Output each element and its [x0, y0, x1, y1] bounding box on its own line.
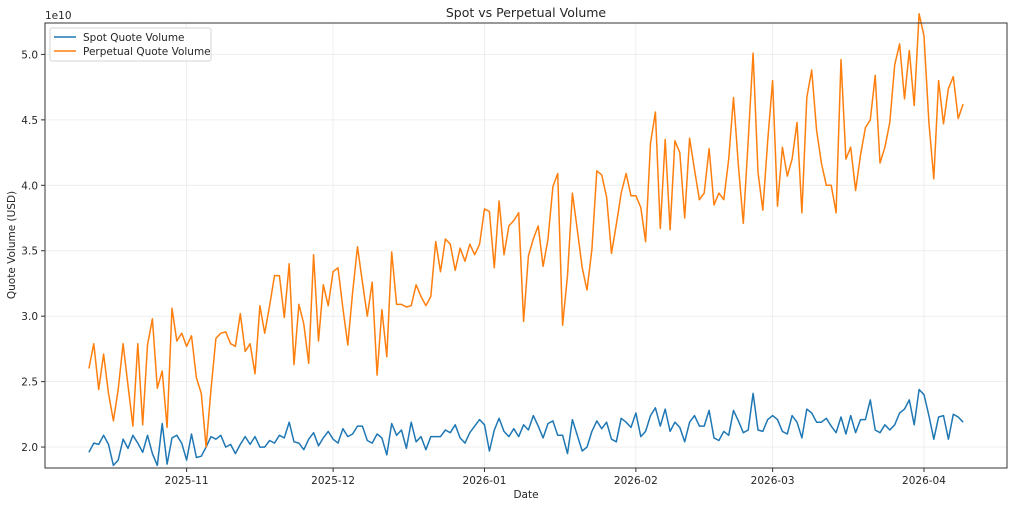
chart-title: Spot vs Perpetual Volume	[446, 5, 607, 20]
x-tick-label: 2026-01	[463, 475, 507, 487]
y-tick-label: 4.5	[21, 115, 38, 127]
y-tick-label: 2.5	[21, 377, 38, 389]
spot-volume-line	[88, 388, 964, 467]
y-tick-label: 2.0	[21, 442, 38, 454]
legend: Spot Quote Volume Perpetual Quote Volume	[49, 27, 212, 62]
plot-frame	[44, 22, 1008, 469]
x-tick-label: 2025-12	[311, 475, 355, 487]
x-axis-label: Date	[513, 489, 538, 501]
x-tick-label: 2026-02	[614, 475, 658, 487]
y-tick-label: 4.0	[21, 180, 38, 192]
perpetual-volume-line	[88, 13, 964, 448]
legend-label-perpetual: Perpetual Quote Volume	[83, 46, 211, 58]
grid	[45, 23, 1007, 468]
y-tick-label: 3.0	[21, 311, 38, 323]
y-axis: 2.0 2.5 3.0 3.5 4.0 4.5 5.0	[21, 49, 45, 454]
y-axis-label: Quote Volume (USD)	[6, 191, 18, 299]
x-tick-label: 2025-11	[165, 475, 209, 487]
legend-box	[49, 27, 212, 62]
legend-label-spot: Spot Quote Volume	[83, 32, 185, 44]
y-offset-label: 1e10	[45, 10, 72, 22]
y-tick-label: 3.5	[21, 246, 38, 258]
x-axis: 2025-11 2025-12 2026-01 2026-02 2026-03 2026-…	[165, 468, 946, 487]
y-tick-label: 5.0	[21, 49, 38, 61]
x-tick-label: 2026-03	[751, 475, 795, 487]
x-tick-label: 2026-04	[902, 475, 946, 487]
series-lines	[88, 13, 964, 467]
